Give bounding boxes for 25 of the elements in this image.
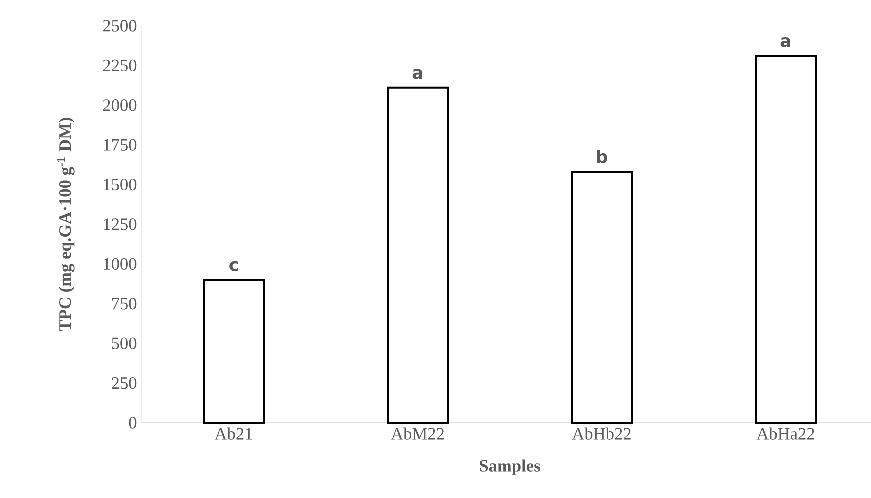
bar bbox=[203, 279, 266, 424]
y-tick-label: 750 bbox=[112, 298, 137, 310]
x-tick-label: AbHa22 bbox=[756, 428, 814, 440]
y-tick-label: 250 bbox=[112, 377, 137, 390]
annotation: c bbox=[230, 261, 238, 272]
y-tick-label: 1500 bbox=[104, 178, 137, 191]
y-axis-title: TPC (mg eq.GA·100 g$^{-1}$ DM) bbox=[57, 118, 75, 332]
bar bbox=[755, 55, 817, 424]
x-tick-label: AbHb22 bbox=[572, 428, 631, 440]
annotation: a bbox=[412, 69, 422, 80]
annotation: b bbox=[597, 150, 608, 164]
y-tick-label: 2000 bbox=[103, 100, 137, 112]
y-tick-label: 2500 bbox=[103, 20, 137, 32]
y-tick-label: 1750 bbox=[104, 139, 137, 151]
x-axis-title: Samples bbox=[480, 460, 540, 476]
bar bbox=[387, 86, 449, 424]
bar bbox=[571, 171, 633, 424]
y-tick-label: 1000 bbox=[104, 258, 137, 270]
x-tick-label: Ab21 bbox=[214, 428, 252, 440]
annotation: a bbox=[780, 38, 790, 48]
y-tick-label: 1250 bbox=[104, 218, 137, 230]
x-tick-label: AbM22 bbox=[391, 428, 444, 440]
y-tick-label: 500 bbox=[112, 338, 137, 350]
y-tick-label: 2250 bbox=[103, 60, 137, 72]
y-tick-label: 0 bbox=[129, 417, 137, 429]
